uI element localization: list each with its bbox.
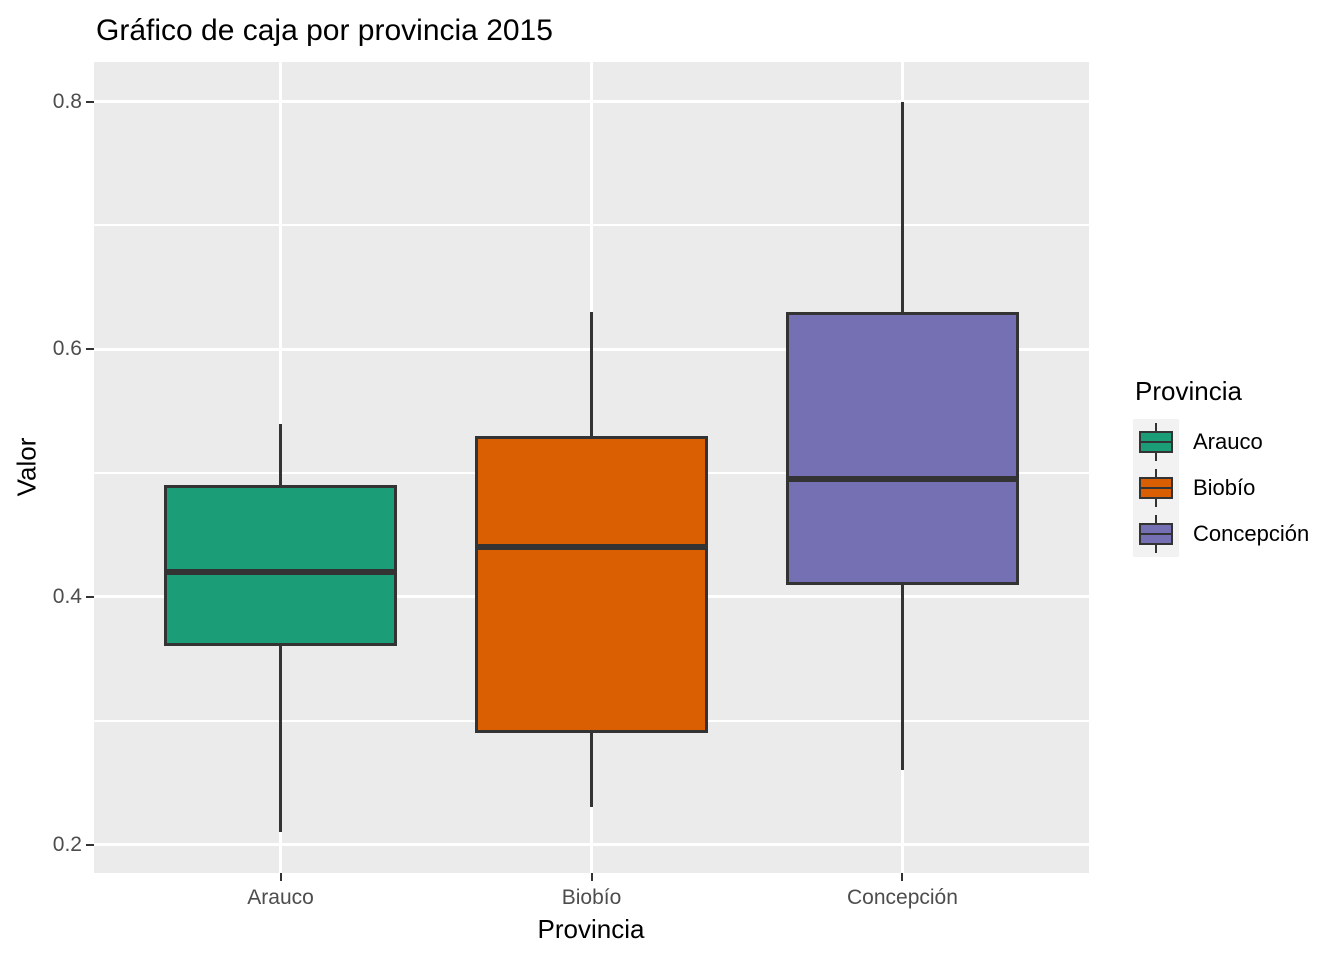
legend-key-median xyxy=(1141,441,1171,443)
boxplot-lower-whisker xyxy=(590,733,593,808)
boxplot-upper-whisker xyxy=(590,312,593,436)
boxplot-lower-whisker xyxy=(279,646,283,833)
legend-label: Arauco xyxy=(1193,429,1263,454)
boxplot-lower-whisker xyxy=(900,584,904,771)
x-tick-label: Concepción xyxy=(846,886,958,909)
legend-entries: Arauco Biobío Concepción xyxy=(1133,419,1309,557)
legend-entry: Arauco xyxy=(1133,419,1309,465)
legend-label: Biobío xyxy=(1193,475,1256,500)
x-tick-mark xyxy=(901,873,904,881)
x-tick-mark xyxy=(279,873,282,881)
legend-key xyxy=(1133,419,1179,465)
y-tick-label: 0.2 xyxy=(52,832,82,856)
y-tick-label: 0.6 xyxy=(52,337,82,361)
legend-label: Concepción xyxy=(1193,521,1310,546)
legend-entry: Concepción xyxy=(1133,511,1309,557)
legend-entry: Biobío xyxy=(1133,465,1309,511)
x-axis-title: Provincia xyxy=(537,914,645,944)
y-tick-label: 0.8 xyxy=(52,89,82,113)
y-tick-mark xyxy=(86,348,94,351)
y-tick-mark xyxy=(86,843,94,846)
legend-key-box xyxy=(1139,477,1173,499)
y-tick-mark xyxy=(86,595,94,598)
boxplot-box xyxy=(785,312,1020,585)
legend-key xyxy=(1133,465,1179,511)
legend-key-median xyxy=(1141,487,1171,489)
boxplot-upper-whisker xyxy=(900,101,904,313)
boxplot-box xyxy=(163,485,398,647)
chart-title: Gráfico de caja por provincia 2015 xyxy=(96,14,553,47)
boxplot-box xyxy=(474,435,709,734)
boxplot-median xyxy=(788,476,1017,483)
legend: Provincia Arauco Biobío Concepción xyxy=(1133,376,1309,557)
y-axis-title: Valor xyxy=(11,437,42,497)
y-tick-label: 0.4 xyxy=(52,584,82,608)
legend-key xyxy=(1133,511,1179,557)
x-tick-label: Biobío xyxy=(561,886,622,909)
y-tick-mark xyxy=(86,100,94,103)
boxplot-median xyxy=(477,544,706,551)
boxplot-upper-whisker xyxy=(279,423,283,486)
x-tick-mark xyxy=(590,873,593,881)
boxplot-median xyxy=(166,569,395,576)
x-tick-label: Arauco xyxy=(247,886,314,909)
legend-key-box xyxy=(1139,431,1173,453)
legend-key-box xyxy=(1139,523,1173,545)
plot-panel xyxy=(94,62,1089,873)
legend-title: Provincia xyxy=(1135,376,1242,406)
legend-key-median xyxy=(1141,533,1171,535)
